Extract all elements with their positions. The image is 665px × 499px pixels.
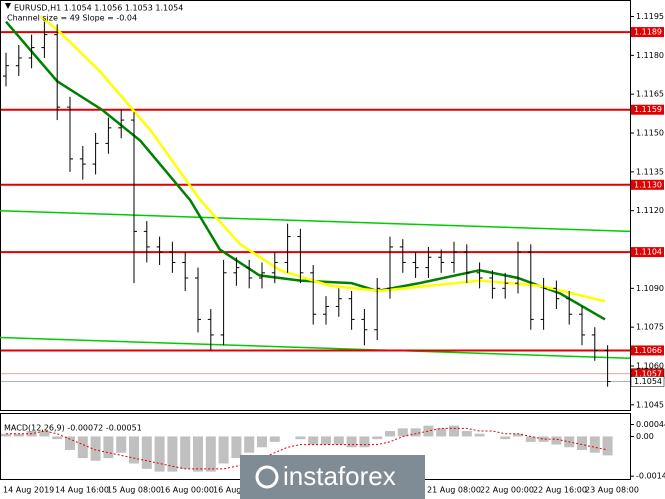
macd-bar xyxy=(436,428,447,437)
macd-bar xyxy=(423,425,434,437)
chart-subtitle: Channel size = 49 Slope = -0.04 xyxy=(7,14,137,23)
title-arrow xyxy=(5,3,11,9)
level-label: 1.1104 xyxy=(634,248,662,257)
watermark-box xyxy=(240,455,425,499)
time-label: 14 Aug 2019 xyxy=(3,486,54,495)
level-label: 1.1159 xyxy=(634,105,662,114)
price-label-box xyxy=(630,376,665,387)
level-label: 1.1066 xyxy=(634,346,662,355)
macd-tick-label: 0.00 xyxy=(636,432,654,441)
macd-signal xyxy=(6,427,608,470)
macd-bar xyxy=(410,428,421,437)
macd-bar xyxy=(577,436,587,450)
macd-title: MACD(12,26,9) -0.00072 -0.00051 xyxy=(4,424,142,433)
macd-bar xyxy=(500,436,511,440)
price-label: 1.1057 xyxy=(634,369,662,378)
watermark: instaforex xyxy=(240,455,425,499)
y-tick-label: 1.1060 xyxy=(636,361,664,370)
macd-bar xyxy=(116,436,127,453)
price-label: 1.1054 xyxy=(634,377,662,386)
macd-bar xyxy=(167,436,178,472)
macd-bar xyxy=(269,436,280,442)
time-label: 22 Aug 16:00 xyxy=(533,486,587,495)
level-label-box xyxy=(631,179,664,190)
macd-bar xyxy=(513,433,523,437)
macd-bar xyxy=(602,436,613,456)
macd-bar xyxy=(359,436,370,448)
level-label-box xyxy=(631,247,664,258)
y-tick-label: 1.1195 xyxy=(636,12,664,21)
y-tick-label: 1.1090 xyxy=(636,284,664,293)
time-label: 22 Aug 00:00 xyxy=(480,486,534,495)
macd-bar xyxy=(525,436,536,442)
macd-bar xyxy=(193,436,203,472)
level-label: 1.1189 xyxy=(634,28,662,37)
macd-bar xyxy=(589,436,600,453)
macd-bar xyxy=(244,436,255,453)
marks: 1.1195 1.1180 1.1165 1.1150 1.1135 1.1120 1.10… xyxy=(0,12,665,495)
watermark-icon xyxy=(255,465,279,489)
time-label: 15 Aug 08:00 xyxy=(107,486,161,495)
macd-bar xyxy=(372,436,383,440)
watermark-text: instaforex xyxy=(283,461,396,491)
y-tick-label: 1.1075 xyxy=(636,323,664,332)
time-label: 23 Aug 08:00 xyxy=(585,486,639,495)
channel-line xyxy=(0,209,631,233)
macd-bar xyxy=(65,436,75,450)
macd-bar xyxy=(90,436,101,461)
level-label-box xyxy=(631,345,664,356)
y-tick-label: 1.1180 xyxy=(636,51,664,60)
macd-bar xyxy=(141,436,152,469)
macd-bar xyxy=(449,425,459,437)
macd-tick-label: 0.00044 xyxy=(636,420,665,429)
level-label: 1.1130 xyxy=(634,180,662,189)
time-label: 16 Aug 16:00 xyxy=(213,486,267,495)
macd-bar xyxy=(13,433,24,437)
macd-bar xyxy=(52,436,63,440)
macd-bar xyxy=(321,436,331,445)
time-label: 16 Aug 00:00 xyxy=(160,486,214,495)
macd-bar xyxy=(257,436,267,448)
y-tick-label: 1.1165 xyxy=(636,90,664,99)
channel-line xyxy=(0,336,631,359)
y-tick-label: 1.1045 xyxy=(636,400,664,409)
macd-bar xyxy=(77,436,88,459)
macd-bar xyxy=(103,436,114,459)
macd-bar xyxy=(180,436,191,469)
macd-bar xyxy=(39,431,50,437)
level-label-box xyxy=(631,104,664,115)
macd-bar xyxy=(551,436,562,445)
macd-bar xyxy=(231,436,242,459)
price-panel xyxy=(0,0,631,411)
macd-bar xyxy=(474,433,485,437)
y-tick-label: 1.1150 xyxy=(636,129,664,138)
macd-bar xyxy=(461,431,472,437)
macd-bar xyxy=(385,431,395,437)
moving-average xyxy=(39,15,606,303)
macd-bar xyxy=(333,436,344,445)
macd-bar xyxy=(205,436,216,472)
time-label: 21 Aug 08:00 xyxy=(427,486,481,495)
macd-bar xyxy=(154,436,165,472)
chart-title: EURUSD,H1 1.1054 1.1056 1.1053 1.1054 xyxy=(14,4,183,13)
macd-bar xyxy=(538,436,549,442)
macd-bar xyxy=(1,433,11,437)
macd-bar xyxy=(218,436,229,464)
macd-bar xyxy=(308,436,319,445)
y-tick-label: 1.1120 xyxy=(636,206,664,215)
macd-bar xyxy=(129,436,139,464)
macd-tick-label: -0.00147 xyxy=(636,472,665,481)
macd-bar xyxy=(397,428,408,437)
macd-bar xyxy=(295,436,306,440)
macd-bar xyxy=(346,436,357,448)
time-label: 14 Aug 16:00 xyxy=(55,486,109,495)
y-tick-label: 1.1135 xyxy=(636,167,664,176)
level-label-box xyxy=(631,27,664,38)
